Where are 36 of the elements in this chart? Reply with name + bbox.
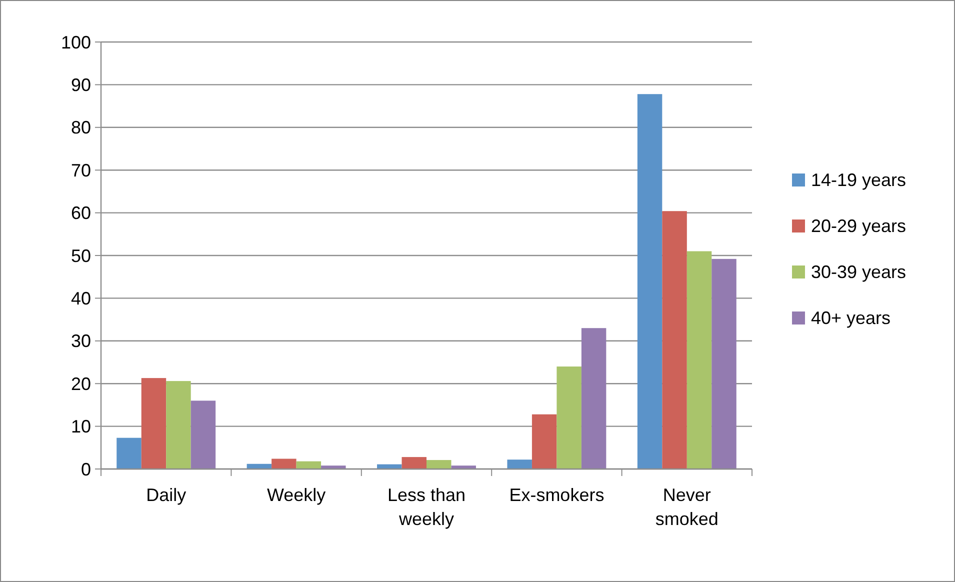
x-tick-label: Less than weekly [387,485,466,529]
bar [190,400,216,469]
x-tick-label: Daily [146,485,186,505]
y-tick-label: 50 [70,246,91,266]
bar [712,258,736,469]
bar [507,460,532,469]
bar [141,378,166,469]
bar [581,328,606,469]
bar [166,381,191,469]
legend-label: 40+ years [811,308,891,328]
bar [426,460,452,469]
y-tick-label: 90 [70,75,91,95]
bar [556,366,582,469]
x-tick-label: Never smoked [655,485,718,529]
y-tick-label: 100 [60,32,91,52]
y-tick-label: 20 [70,374,91,394]
y-tick-label: 30 [70,331,91,352]
bar [637,94,662,469]
bar [116,438,142,469]
bar [272,458,296,469]
bar [402,457,426,469]
y-tick-label: 10 [70,416,91,437]
bar [296,461,322,469]
legend-label: 14-19 years [811,170,906,190]
y-tick-label: 0 [80,459,91,480]
y-tick-label: 40 [70,288,91,308]
y-tick-label: 80 [70,118,91,138]
y-tick-label: 70 [70,160,91,180]
x-tick-label: Ex-smokers [509,485,604,505]
bar [686,251,712,469]
legend-label: 30-39 years [811,262,906,282]
y-tick-label: 60 [70,203,91,224]
x-tick-label: Weekly [266,485,326,505]
bar [532,414,557,469]
bar [662,211,687,469]
legend-label: 20-29 years [811,216,906,236]
